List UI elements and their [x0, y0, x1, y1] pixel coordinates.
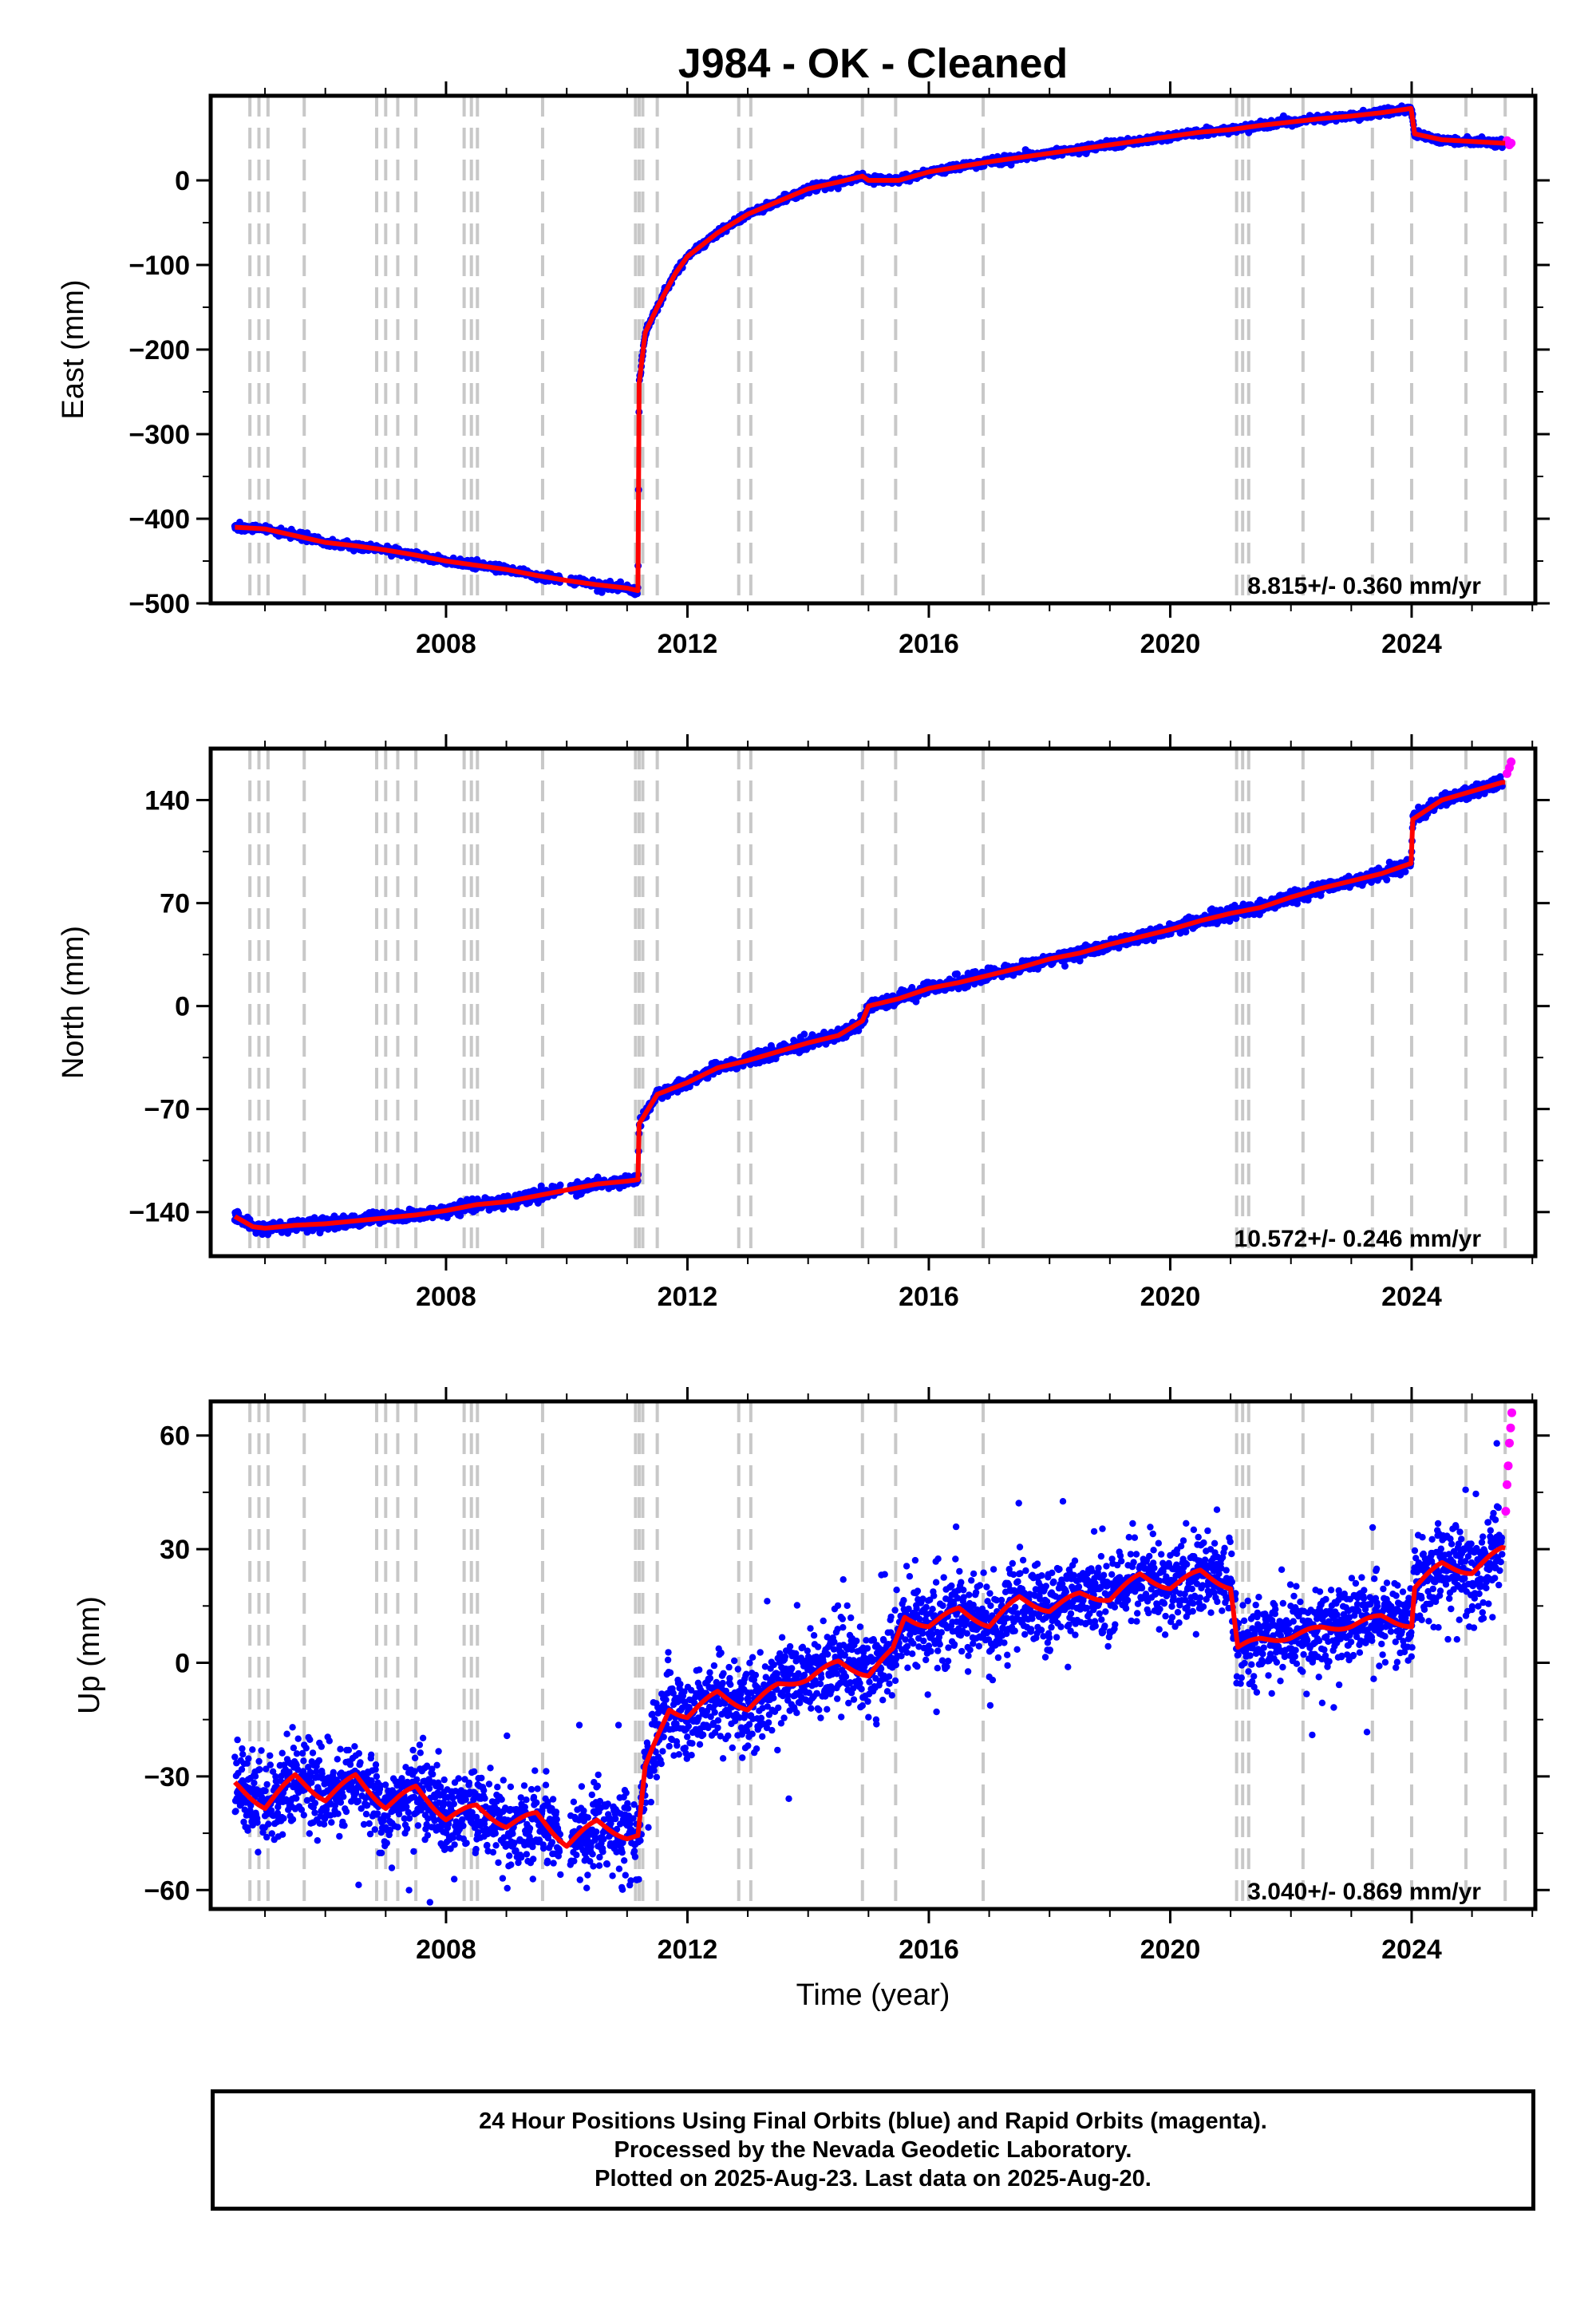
velocity-text: 8.815+/- 0.360 mm/yr [1247, 573, 1481, 599]
final-orbit-point-1814 [1061, 962, 1069, 970]
y-tick-label-3: −200 [128, 335, 190, 366]
panel-frame [208, 93, 1538, 606]
rapid-orbit-point-2 [1507, 138, 1516, 148]
final-orbit-point-1238 [800, 1030, 808, 1038]
x-tick-label-0: 2008 [416, 629, 476, 659]
y-tick-label-0: −500 [128, 589, 190, 619]
y-tick-label-2: −300 [128, 420, 190, 450]
y-axis-label: East (mm) [57, 279, 90, 419]
event-lines [248, 96, 1507, 603]
x-tick-label-1: 2012 [658, 629, 718, 659]
final-orbit-point-719 [556, 1181, 564, 1189]
panel-east: −500 −400 −300 −200 −100 0 2008 2012 2016 2020 202… [57, 81, 1550, 659]
model-line [233, 105, 1507, 594]
figure-title: J984 - OK - Cleaned [678, 41, 1068, 87]
final-orbit-points [231, 102, 1506, 599]
panels: −500 −400 −300 −200 −100 0 2008 2012 2016 2020 202… [57, 81, 1550, 1965]
x-tick-label-2: 2016 [899, 629, 959, 659]
x-tick-label-3: 2020 [1140, 629, 1201, 659]
y-tick-label-4: −100 [128, 251, 190, 281]
y-tick-label-5: 0 [175, 166, 190, 196]
x-tick-label-4: 2024 [1381, 629, 1442, 659]
y-tick-label-1: −400 [128, 504, 190, 535]
